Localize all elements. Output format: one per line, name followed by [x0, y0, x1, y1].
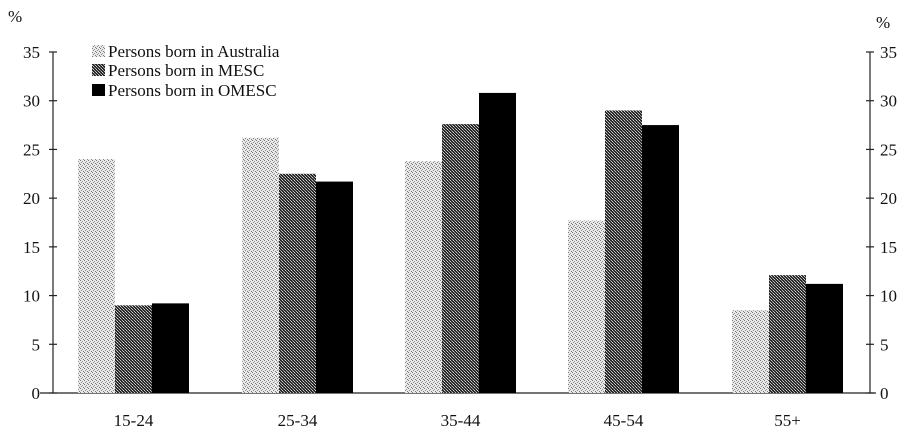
legend-swatch-mesc	[92, 64, 105, 76]
y-tick-label-right: 20	[880, 189, 897, 208]
y-tick-label-left: 15	[23, 238, 40, 257]
bars	[78, 92, 843, 394]
bar-solid-45-54	[642, 125, 679, 394]
bar-dark-35-44	[442, 124, 479, 394]
y-tick-label-right: 10	[880, 287, 897, 306]
y-tick-label-right: 25	[880, 140, 897, 159]
bar-solid-35-44	[479, 92, 516, 394]
bar-solid-15-24	[152, 303, 189, 393]
y-tick-label-left: 0	[32, 384, 41, 403]
y-tick-label-left: 10	[23, 287, 40, 306]
legend-label-omesc: Persons born in OMESC	[108, 81, 277, 100]
legend: Persons born in Australia Persons born i…	[92, 42, 280, 100]
y-ticks: 0 0 5 5 10 10 15 15 20 20 25 25 30 30 35 35	[23, 43, 897, 403]
x-category-label: 35-44	[441, 411, 481, 430]
right-axis-unit: %	[876, 13, 890, 32]
y-tick-label-right: 30	[880, 92, 897, 111]
legend-swatch-australia	[92, 45, 105, 57]
x-category-label: 45-54	[604, 411, 644, 430]
bar-dark-15-24	[115, 305, 152, 393]
bar-light-35-44	[405, 161, 442, 393]
y-tick-label-left: 25	[23, 140, 40, 159]
x-category-label: 25-34	[278, 411, 318, 430]
y-tick-label-left: 20	[23, 189, 40, 208]
bar-dark-55+	[769, 275, 806, 393]
bar-dark-25-34	[279, 173, 316, 393]
legend-item-omesc: Persons born in OMESC	[92, 81, 277, 100]
bar-light-15-24	[78, 159, 115, 393]
legend-item-australia: Persons born in Australia	[92, 42, 280, 61]
y-tick-label-right: 35	[880, 43, 897, 62]
bar-light-55+	[732, 310, 769, 393]
x-category-label: 15-24	[114, 411, 154, 430]
left-axis-unit: %	[8, 7, 22, 26]
legend-label-australia: Persons born in Australia	[108, 42, 280, 61]
bar-dark-45-54	[605, 110, 642, 393]
category-labels: 15-24 25-34 35-44 45-54 55+	[114, 411, 801, 430]
y-tick-label-right: 5	[880, 335, 889, 354]
bar-solid-25-34	[316, 181, 353, 393]
legend-swatch-omesc	[92, 84, 105, 96]
legend-item-mesc: Persons born in MESC	[92, 61, 264, 80]
x-category-label: 55+	[774, 411, 801, 430]
y-tick-label-right: 0	[880, 384, 889, 403]
legend-label-mesc: Persons born in MESC	[108, 61, 264, 80]
y-tick-label-left: 35	[23, 43, 40, 62]
y-tick-label-left: 5	[32, 335, 41, 354]
y-tick-label-right: 15	[880, 238, 897, 257]
y-tick-label-left: 30	[23, 92, 40, 111]
bar-light-45-54	[568, 220, 605, 393]
bar-light-25-34	[242, 137, 279, 393]
bar-solid-55+	[806, 283, 843, 393]
